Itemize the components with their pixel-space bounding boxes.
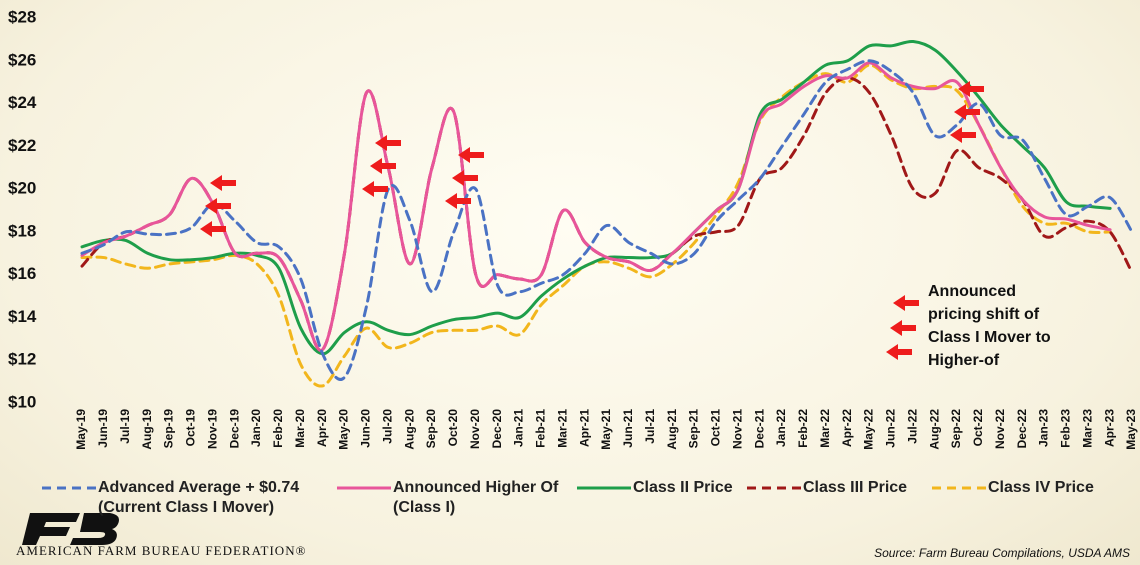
- x-tick-label: Oct-21: [709, 409, 723, 447]
- x-tick-label: Sep-21: [687, 409, 701, 449]
- series-line: [80, 61, 1112, 352]
- legend-swatch: [337, 486, 391, 490]
- x-tick-label: Oct-19: [184, 409, 198, 447]
- legend-label: Advanced Average + $0.74 (Current Class …: [98, 479, 300, 516]
- x-tick-label: Jul-22: [905, 409, 919, 444]
- x-tick-label: May-20: [337, 409, 351, 450]
- x-tick-label: Mar-23: [1080, 409, 1094, 448]
- x-tick-label: Dec-20: [490, 409, 504, 449]
- x-tick-label: Mar-21: [555, 409, 569, 448]
- legend-swatch: [42, 486, 96, 490]
- x-tick-label: Feb-21: [534, 409, 548, 448]
- organization: AMERICAN FARM BUREAU FEDERATION®: [16, 543, 307, 558]
- x-tick-label: May-19: [74, 409, 88, 450]
- legend-item: Class IV Price: [930, 478, 1118, 498]
- x-tick-label: Mar-22: [818, 409, 832, 448]
- x-tick-label: Feb-23: [1059, 409, 1073, 448]
- y-tick-label: $16: [8, 264, 36, 283]
- x-tick-label: Jan-22: [774, 409, 788, 447]
- arrow: [890, 320, 916, 336]
- x-tick-label: Aug-20: [402, 409, 416, 450]
- x-tick-label: Dec-22: [1015, 409, 1029, 449]
- y-tick-label: $12: [8, 350, 36, 369]
- x-tick-label: Aug-22: [927, 409, 941, 450]
- x-tick-label: Apr-20: [315, 409, 329, 447]
- legend: Advanced Average + $0.74 (Current Class …: [0, 478, 1140, 518]
- logo: [22, 513, 119, 545]
- x-tick-label: May-21: [599, 409, 613, 450]
- x-tick-label: Dec-21: [752, 409, 766, 449]
- x-tick-label: May-22: [862, 409, 876, 450]
- x-tick-label: Oct-22: [971, 409, 985, 447]
- x-tick-label: Jun-21: [621, 409, 635, 448]
- y-tick-label: $10: [8, 392, 36, 411]
- legend-swatch: [577, 486, 631, 490]
- legend-swatch: [747, 486, 801, 490]
- series-line: [80, 59, 1134, 381]
- x-tick-label: Sep-19: [162, 409, 176, 449]
- series-line: [80, 63, 1112, 388]
- x-tick-label: May-23: [1124, 409, 1138, 450]
- arrow: [370, 158, 396, 174]
- x-tick-label: Aug-21: [665, 409, 679, 450]
- legend-label: Class IV Price: [988, 479, 1094, 496]
- x-tick-label: Jul-21: [643, 409, 657, 444]
- legend-item: Class II Price: [575, 478, 743, 498]
- x-tick-label: Nov-20: [468, 409, 482, 449]
- arrow: [375, 135, 401, 151]
- lines: [80, 39, 1134, 388]
- x-tick-label: Feb-20: [271, 409, 285, 448]
- x-tick-label: Mar-20: [293, 409, 307, 448]
- arrow: [886, 344, 912, 360]
- legend-item: Advanced Average + $0.74 (Current Class …: [40, 478, 313, 518]
- arrows: [200, 81, 984, 360]
- x-tick-label: Apr-21: [577, 409, 591, 447]
- legend-item: Class III Price: [745, 478, 923, 498]
- x-tick-label: Jun-20: [359, 409, 373, 448]
- x-tick-label: Jan-23: [1037, 409, 1051, 447]
- y-tick-label: $22: [8, 136, 36, 155]
- logo-f: [22, 513, 80, 545]
- x-tick-label: Jul-20: [380, 409, 394, 444]
- legend-label: Class III Price: [803, 479, 908, 496]
- annotation: Announced pricing shift of Class I Mover…: [928, 283, 1051, 369]
- arrow: [362, 181, 388, 197]
- legend-swatch: [932, 486, 986, 490]
- legend-item: Announced Higher Of (Class I): [335, 478, 573, 518]
- x-tick-label: Apr-22: [840, 409, 854, 447]
- arrow: [210, 175, 236, 191]
- x-tick-label: Sep-20: [424, 409, 438, 449]
- x-tick-label: Jul-19: [118, 409, 132, 444]
- y-tick-label: $26: [8, 50, 36, 69]
- y-tick-label: $28: [8, 7, 36, 26]
- x-tick-label: Nov-22: [993, 409, 1007, 449]
- legend-label: Announced Higher Of (Class I): [393, 479, 559, 516]
- y-tick-label: $20: [8, 179, 36, 198]
- x-tick-label: Apr-23: [1102, 409, 1116, 447]
- x-tick-label: Jan-21: [512, 409, 526, 447]
- source: Source: Farm Bureau Compilations, USDA A…: [874, 546, 1130, 560]
- series-line: [80, 39, 1112, 356]
- y-tick-label: $14: [8, 307, 37, 326]
- logo-b: [70, 513, 119, 545]
- x-tick-label: Oct-20: [446, 409, 460, 447]
- x-tick-label: Jun-22: [884, 409, 898, 448]
- x-tick-label: Jun-19: [96, 409, 110, 448]
- x-tick-label: Jan-20: [249, 409, 263, 447]
- x-tick-label: Feb-22: [796, 409, 810, 448]
- x-tick-label: Aug-19: [140, 409, 154, 450]
- x-tick-label: Sep-22: [949, 409, 963, 449]
- x-tick-label: Dec-19: [227, 409, 241, 449]
- legend-label: Class II Price: [633, 479, 733, 496]
- arrow: [893, 295, 919, 311]
- y-tick-label: $24: [8, 93, 37, 112]
- x-tick-label: Nov-21: [730, 409, 744, 449]
- x-tick-label: Nov-19: [205, 409, 219, 449]
- y-tick-label: $18: [8, 221, 36, 240]
